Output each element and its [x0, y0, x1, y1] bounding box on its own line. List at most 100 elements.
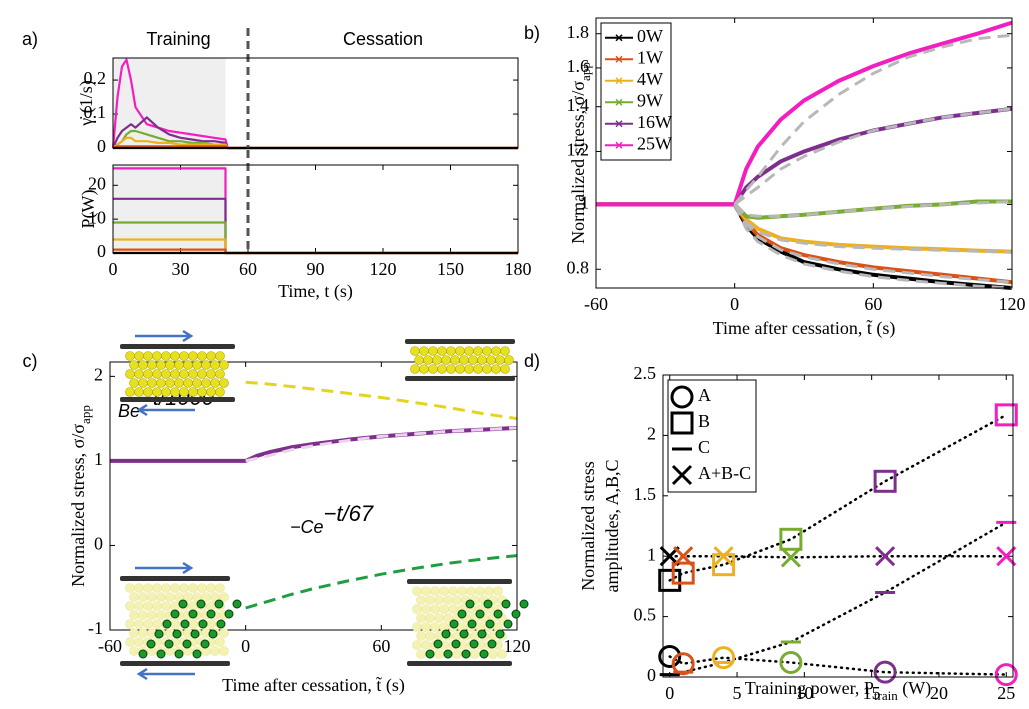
particle-chain: [154, 629, 164, 639]
particle: [210, 360, 220, 370]
particle-chain: [501, 599, 511, 609]
x-tick-label: 120: [999, 294, 1026, 314]
particle: [430, 622, 440, 632]
annotation-text: −Ce: [290, 517, 324, 537]
particle: [152, 619, 162, 629]
particle: [197, 351, 207, 361]
particle: [475, 586, 485, 596]
particle: [134, 583, 144, 593]
particle-chain: [457, 609, 467, 619]
particle-chain: [192, 649, 202, 659]
particle: [192, 360, 202, 370]
particle: [210, 378, 220, 388]
particle-chain: [146, 639, 156, 649]
particle: [450, 355, 460, 365]
particle-chain: [214, 599, 224, 609]
particle-chain: [479, 649, 489, 659]
particle: [500, 364, 510, 374]
particle: [219, 628, 229, 638]
legend-label: A+B-C: [698, 463, 751, 483]
particle: [414, 355, 424, 365]
particle: [206, 369, 216, 379]
particle: [161, 583, 171, 593]
marker-a: [779, 651, 803, 675]
x-tick-label: 90: [307, 259, 325, 279]
particle: [416, 613, 426, 623]
particle: [156, 610, 166, 620]
axis-label: Training power, Ptrain (W): [745, 678, 931, 703]
particle: [129, 646, 139, 656]
particle: [143, 369, 153, 379]
particle-chain: [182, 639, 192, 649]
particle: [219, 360, 229, 370]
y-tick-label: 0.8: [567, 257, 590, 277]
particle: [486, 355, 496, 365]
particle-chain: [519, 599, 529, 609]
phase-label: Cessation: [343, 29, 423, 49]
particle: [210, 646, 220, 656]
marker-a: [994, 663, 1018, 687]
particle-chain: [196, 599, 206, 609]
particle-chain: [162, 619, 172, 629]
plate: [120, 344, 235, 349]
particle-chain: [170, 609, 180, 619]
annotation: −Ce−t/67: [290, 501, 374, 536]
particle: [147, 592, 157, 602]
plate: [407, 661, 512, 666]
plate: [120, 576, 230, 581]
particle: [448, 586, 458, 596]
y-tick-label: 20: [88, 173, 106, 193]
particle: [446, 364, 456, 374]
marker-sum: [780, 547, 801, 568]
y-tick-label: 1.2: [567, 140, 590, 160]
y-tick-label: 2: [647, 424, 656, 444]
y-tick-label: 1.5: [634, 484, 657, 504]
particle: [412, 640, 422, 650]
y-tick-label: 1.6: [567, 56, 590, 76]
particle: [170, 601, 180, 611]
particle: [468, 355, 478, 365]
particle: [125, 637, 135, 647]
particle: [206, 387, 216, 397]
particle: [188, 583, 198, 593]
axis-label: Time after cessation, t̃ (s): [222, 675, 405, 696]
particle: [477, 355, 487, 365]
axis-label: Normalized stress, σ/σapp: [568, 62, 593, 244]
marker-a: [712, 646, 736, 670]
particle-chain: [449, 619, 459, 629]
particle: [174, 378, 184, 388]
particle: [165, 378, 175, 388]
marker-b: [994, 403, 1018, 427]
marker-sum: [875, 546, 896, 567]
axes-frame: [662, 374, 1014, 678]
y-tick-label: 0.2: [84, 68, 107, 88]
x-tick-label: 120: [504, 636, 531, 656]
particle-chain: [174, 649, 184, 659]
particle: [491, 364, 501, 374]
particle: [215, 351, 225, 361]
particle-chain: [433, 639, 443, 649]
particle: [165, 592, 175, 602]
particle: [188, 601, 198, 611]
particle-chain: [511, 609, 521, 619]
inset-illustration: [405, 339, 515, 381]
particle-chain: [178, 599, 188, 609]
particle: [188, 351, 198, 361]
particle: [143, 351, 153, 361]
particle: [455, 346, 465, 356]
particle: [491, 346, 501, 356]
legend-label: 0W: [637, 26, 663, 46]
x-tick-label: 0: [730, 294, 739, 314]
particle: [416, 595, 426, 605]
particle: [138, 360, 148, 370]
particle: [206, 619, 216, 629]
plate: [405, 339, 515, 344]
y-tick-label: 0.5: [634, 605, 657, 625]
label-text: (W): [898, 678, 931, 699]
x-tick-label: 0: [241, 636, 250, 656]
x-tick-label: -60: [584, 294, 608, 314]
marker-sum: [996, 546, 1017, 567]
annotation-text: Be: [118, 401, 140, 421]
y-tick-label: 1.8: [567, 22, 590, 42]
particle: [425, 613, 435, 623]
